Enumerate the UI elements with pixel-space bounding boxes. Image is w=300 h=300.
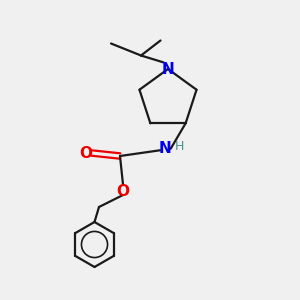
Text: O: O (79, 146, 92, 160)
Text: H: H (174, 140, 184, 153)
Text: N: N (159, 141, 172, 156)
Text: O: O (116, 184, 130, 199)
Text: N: N (162, 61, 174, 76)
